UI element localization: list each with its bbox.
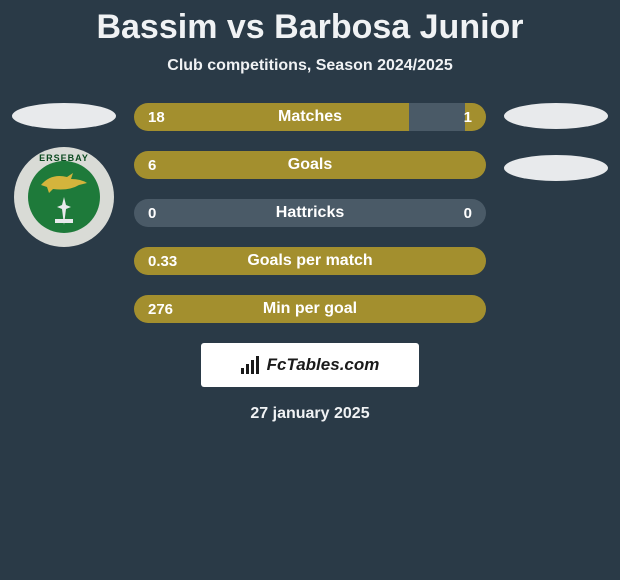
stat-bar: 6Goals <box>134 151 486 179</box>
stats-bars: 181Matches 6Goals 00Hattricks 0.33Goals per… <box>134 103 486 323</box>
stat-bar: 0.33Goals per match <box>134 247 486 275</box>
left-player-col: ERSEBAY <box>8 103 120 247</box>
brand-text: FcTables.com <box>267 355 380 375</box>
stat-left-value: 18 <box>134 103 409 131</box>
stat-right-value: 0 <box>310 199 486 227</box>
main-row: ERSEBAY 181Matches 6Goals 00Hattricks 0.33G… <box>0 103 620 323</box>
stat-left-value: 276 <box>134 295 486 323</box>
right-player-col <box>500 103 612 181</box>
shark-icon <box>39 171 89 193</box>
stat-bar: 00Hattricks <box>134 199 486 227</box>
page-title: Bassim vs Barbosa Junior <box>0 8 620 47</box>
right-club-placeholder-icon <box>504 155 608 181</box>
badge-inner-circle <box>28 161 100 233</box>
stat-bar: 181Matches <box>134 103 486 131</box>
footer-date: 27 january 2025 <box>0 405 620 423</box>
page-subtitle: Club competitions, Season 2024/2025 <box>0 57 620 75</box>
left-flag-icon <box>12 103 116 129</box>
stat-right-value: 1 <box>409 103 486 131</box>
right-flag-icon <box>504 103 608 129</box>
stat-bar: 276Min per goal <box>134 295 486 323</box>
bars-icon <box>241 356 261 374</box>
infographic-root: Bassim vs Barbosa Junior Club competitio… <box>0 0 620 423</box>
stat-left-value: 6 <box>134 151 486 179</box>
monument-icon <box>49 197 79 225</box>
brand-logo: FcTables.com <box>201 343 419 387</box>
left-club-badge: ERSEBAY <box>14 147 114 247</box>
stat-left-value: 0 <box>134 199 310 227</box>
stat-left-value: 0.33 <box>134 247 486 275</box>
